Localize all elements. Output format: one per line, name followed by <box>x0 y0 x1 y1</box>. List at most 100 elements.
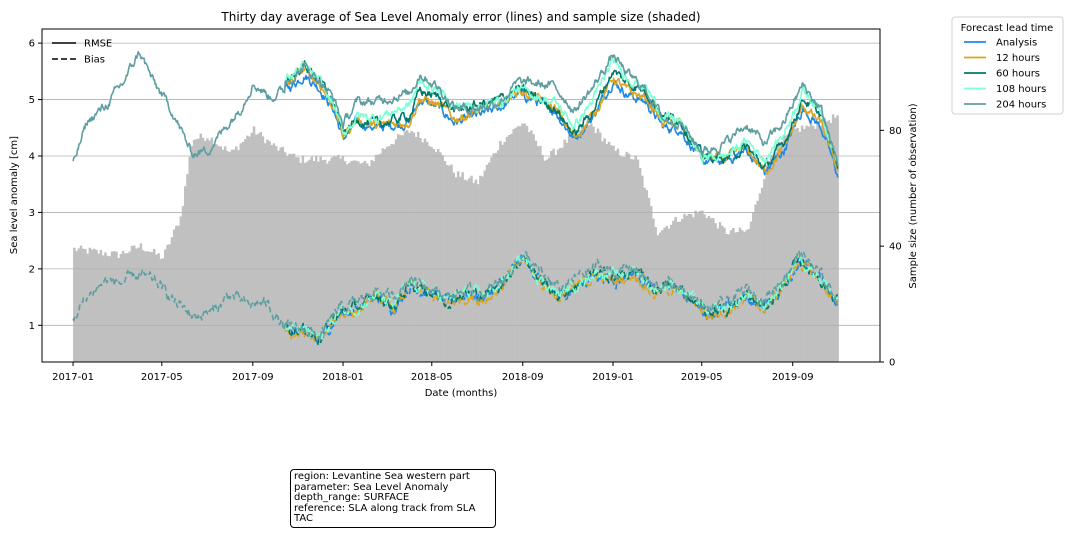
sample-bar <box>281 146 285 362</box>
sample-bar <box>601 141 604 362</box>
sample-bar <box>223 146 227 362</box>
sample-bar <box>454 177 458 362</box>
sample-bar <box>374 154 378 362</box>
sample-bar <box>385 146 389 362</box>
sample-bar <box>308 159 311 362</box>
sample-bar <box>778 141 782 362</box>
sample-bar <box>572 131 575 362</box>
sample-bar <box>829 122 833 362</box>
sample-bar <box>472 182 475 362</box>
sample-bar <box>90 249 94 362</box>
sample-bar <box>452 172 456 362</box>
sample-bar <box>128 251 132 362</box>
sample-bar <box>172 229 176 362</box>
sample-bar <box>208 140 211 362</box>
sample-bar <box>525 125 529 362</box>
bias-line-204h <box>72 249 839 341</box>
sample-bar <box>137 247 140 362</box>
info-reference: reference: SLA along track from SLA TAC <box>294 502 476 524</box>
y-tick-label: 1 <box>29 321 35 332</box>
sample-bar <box>283 152 287 362</box>
sample-bar <box>621 156 624 362</box>
sample-bar <box>709 218 713 362</box>
sample-bar <box>101 255 105 362</box>
rmse-line-108h <box>284 55 839 164</box>
sample-bar <box>583 130 586 362</box>
sample-bar <box>705 218 708 362</box>
sample-bar <box>113 251 116 362</box>
chart-title: Thirty day average of Sea Level Anomaly … <box>220 10 700 24</box>
sample-bar <box>297 157 300 362</box>
sample-bar <box>337 154 340 362</box>
sample-bar <box>476 184 480 362</box>
sample-bar <box>405 130 409 362</box>
y2-tick-label: 0 <box>889 358 895 369</box>
sample-bar <box>474 179 478 362</box>
sample-bar <box>423 138 427 362</box>
sample-bar <box>370 160 373 362</box>
sample-bar <box>126 253 129 362</box>
sample-bar <box>578 130 582 362</box>
sample-bar <box>286 156 289 362</box>
sample-bar <box>811 125 815 362</box>
sample-bar <box>124 253 127 362</box>
sample-bar <box>585 124 589 363</box>
sample-bar <box>465 180 469 362</box>
sample-bar <box>516 126 520 362</box>
y2-tick-label: 80 <box>889 126 902 137</box>
sample-bar <box>461 172 464 362</box>
sample-bar <box>592 126 595 362</box>
sample-bar <box>146 251 149 362</box>
sample-bar <box>86 253 89 362</box>
sample-bar <box>767 161 771 362</box>
sample-bar <box>359 163 362 362</box>
sample-bar <box>638 167 642 362</box>
sample-bar <box>519 126 522 363</box>
sample-bar <box>565 142 569 362</box>
sample-bar <box>643 187 646 362</box>
sample-bar <box>798 131 802 362</box>
sample-bar <box>139 243 143 362</box>
sample-bar <box>270 145 274 362</box>
sample-bar <box>687 213 691 362</box>
sample-bar <box>818 126 822 363</box>
sample-bar <box>448 165 451 362</box>
sample-bar <box>377 154 380 362</box>
sample-bar <box>414 136 418 362</box>
sample-bar <box>292 153 296 362</box>
sample-bar <box>332 156 336 362</box>
sample-bar <box>656 235 660 362</box>
sample-bar <box>698 210 702 362</box>
sample-bar <box>93 248 96 362</box>
sample-bar <box>634 155 637 362</box>
sample-bar <box>416 131 420 362</box>
sample-bar <box>110 251 114 362</box>
sample-bar <box>88 247 92 362</box>
sample-bar <box>345 164 349 362</box>
sample-bar <box>130 245 134 362</box>
sample-bar <box>825 121 828 362</box>
sample-bar <box>732 227 735 362</box>
sample-bar <box>330 157 333 362</box>
y-tick-label: 3 <box>29 208 35 219</box>
sample-bar <box>523 123 527 363</box>
sample-bar <box>175 225 178 362</box>
sample-bar <box>563 139 566 362</box>
axes: 2017-01 2017-05 2017-09 2018-01 2018-05 2018-… <box>29 39 902 383</box>
sample-bar <box>720 225 724 362</box>
sample-bar <box>212 144 216 362</box>
sample-bar <box>341 156 345 362</box>
sample-bar <box>430 147 433 362</box>
y-axis-label: Sea level anomaly [cm] <box>9 136 20 254</box>
sample-bar <box>399 135 402 362</box>
sample-bar <box>530 130 533 362</box>
sample-bar <box>483 170 487 362</box>
info-depth-range: depth_range: SURFACE <box>294 492 410 503</box>
sample-bar <box>164 249 167 362</box>
sample-bar <box>104 252 107 362</box>
sample-bar <box>603 138 606 362</box>
sample-bar <box>365 163 369 362</box>
sample-bar <box>683 213 686 362</box>
sample-bar <box>79 245 83 362</box>
sample-bar <box>534 140 538 362</box>
